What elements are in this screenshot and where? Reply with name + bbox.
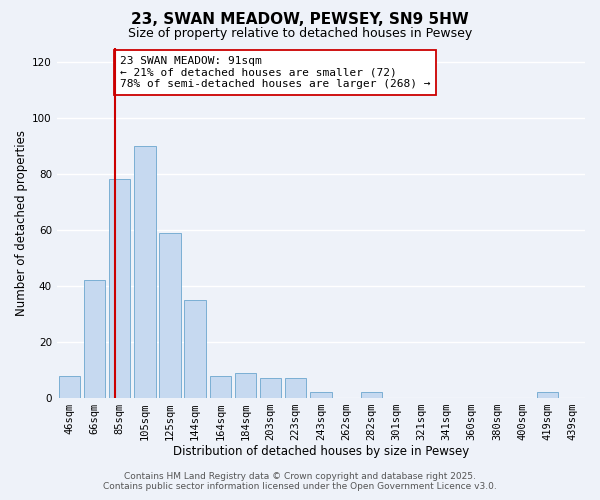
Text: Contains HM Land Registry data © Crown copyright and database right 2025.
Contai: Contains HM Land Registry data © Crown c… — [103, 472, 497, 491]
Bar — [260, 378, 281, 398]
Text: Size of property relative to detached houses in Pewsey: Size of property relative to detached ho… — [128, 28, 472, 40]
X-axis label: Distribution of detached houses by size in Pewsey: Distribution of detached houses by size … — [173, 444, 469, 458]
Text: 23, SWAN MEADOW, PEWSEY, SN9 5HW: 23, SWAN MEADOW, PEWSEY, SN9 5HW — [131, 12, 469, 28]
Bar — [285, 378, 307, 398]
Bar — [209, 376, 231, 398]
Bar — [109, 180, 130, 398]
Bar — [59, 376, 80, 398]
Bar — [361, 392, 382, 398]
Bar — [235, 372, 256, 398]
Bar — [159, 232, 181, 398]
Bar — [310, 392, 332, 398]
Bar — [134, 146, 155, 398]
Y-axis label: Number of detached properties: Number of detached properties — [15, 130, 28, 316]
Bar — [184, 300, 206, 398]
Bar — [536, 392, 558, 398]
Text: 23 SWAN MEADOW: 91sqm
← 21% of detached houses are smaller (72)
78% of semi-deta: 23 SWAN MEADOW: 91sqm ← 21% of detached … — [119, 56, 430, 89]
Bar — [84, 280, 105, 398]
